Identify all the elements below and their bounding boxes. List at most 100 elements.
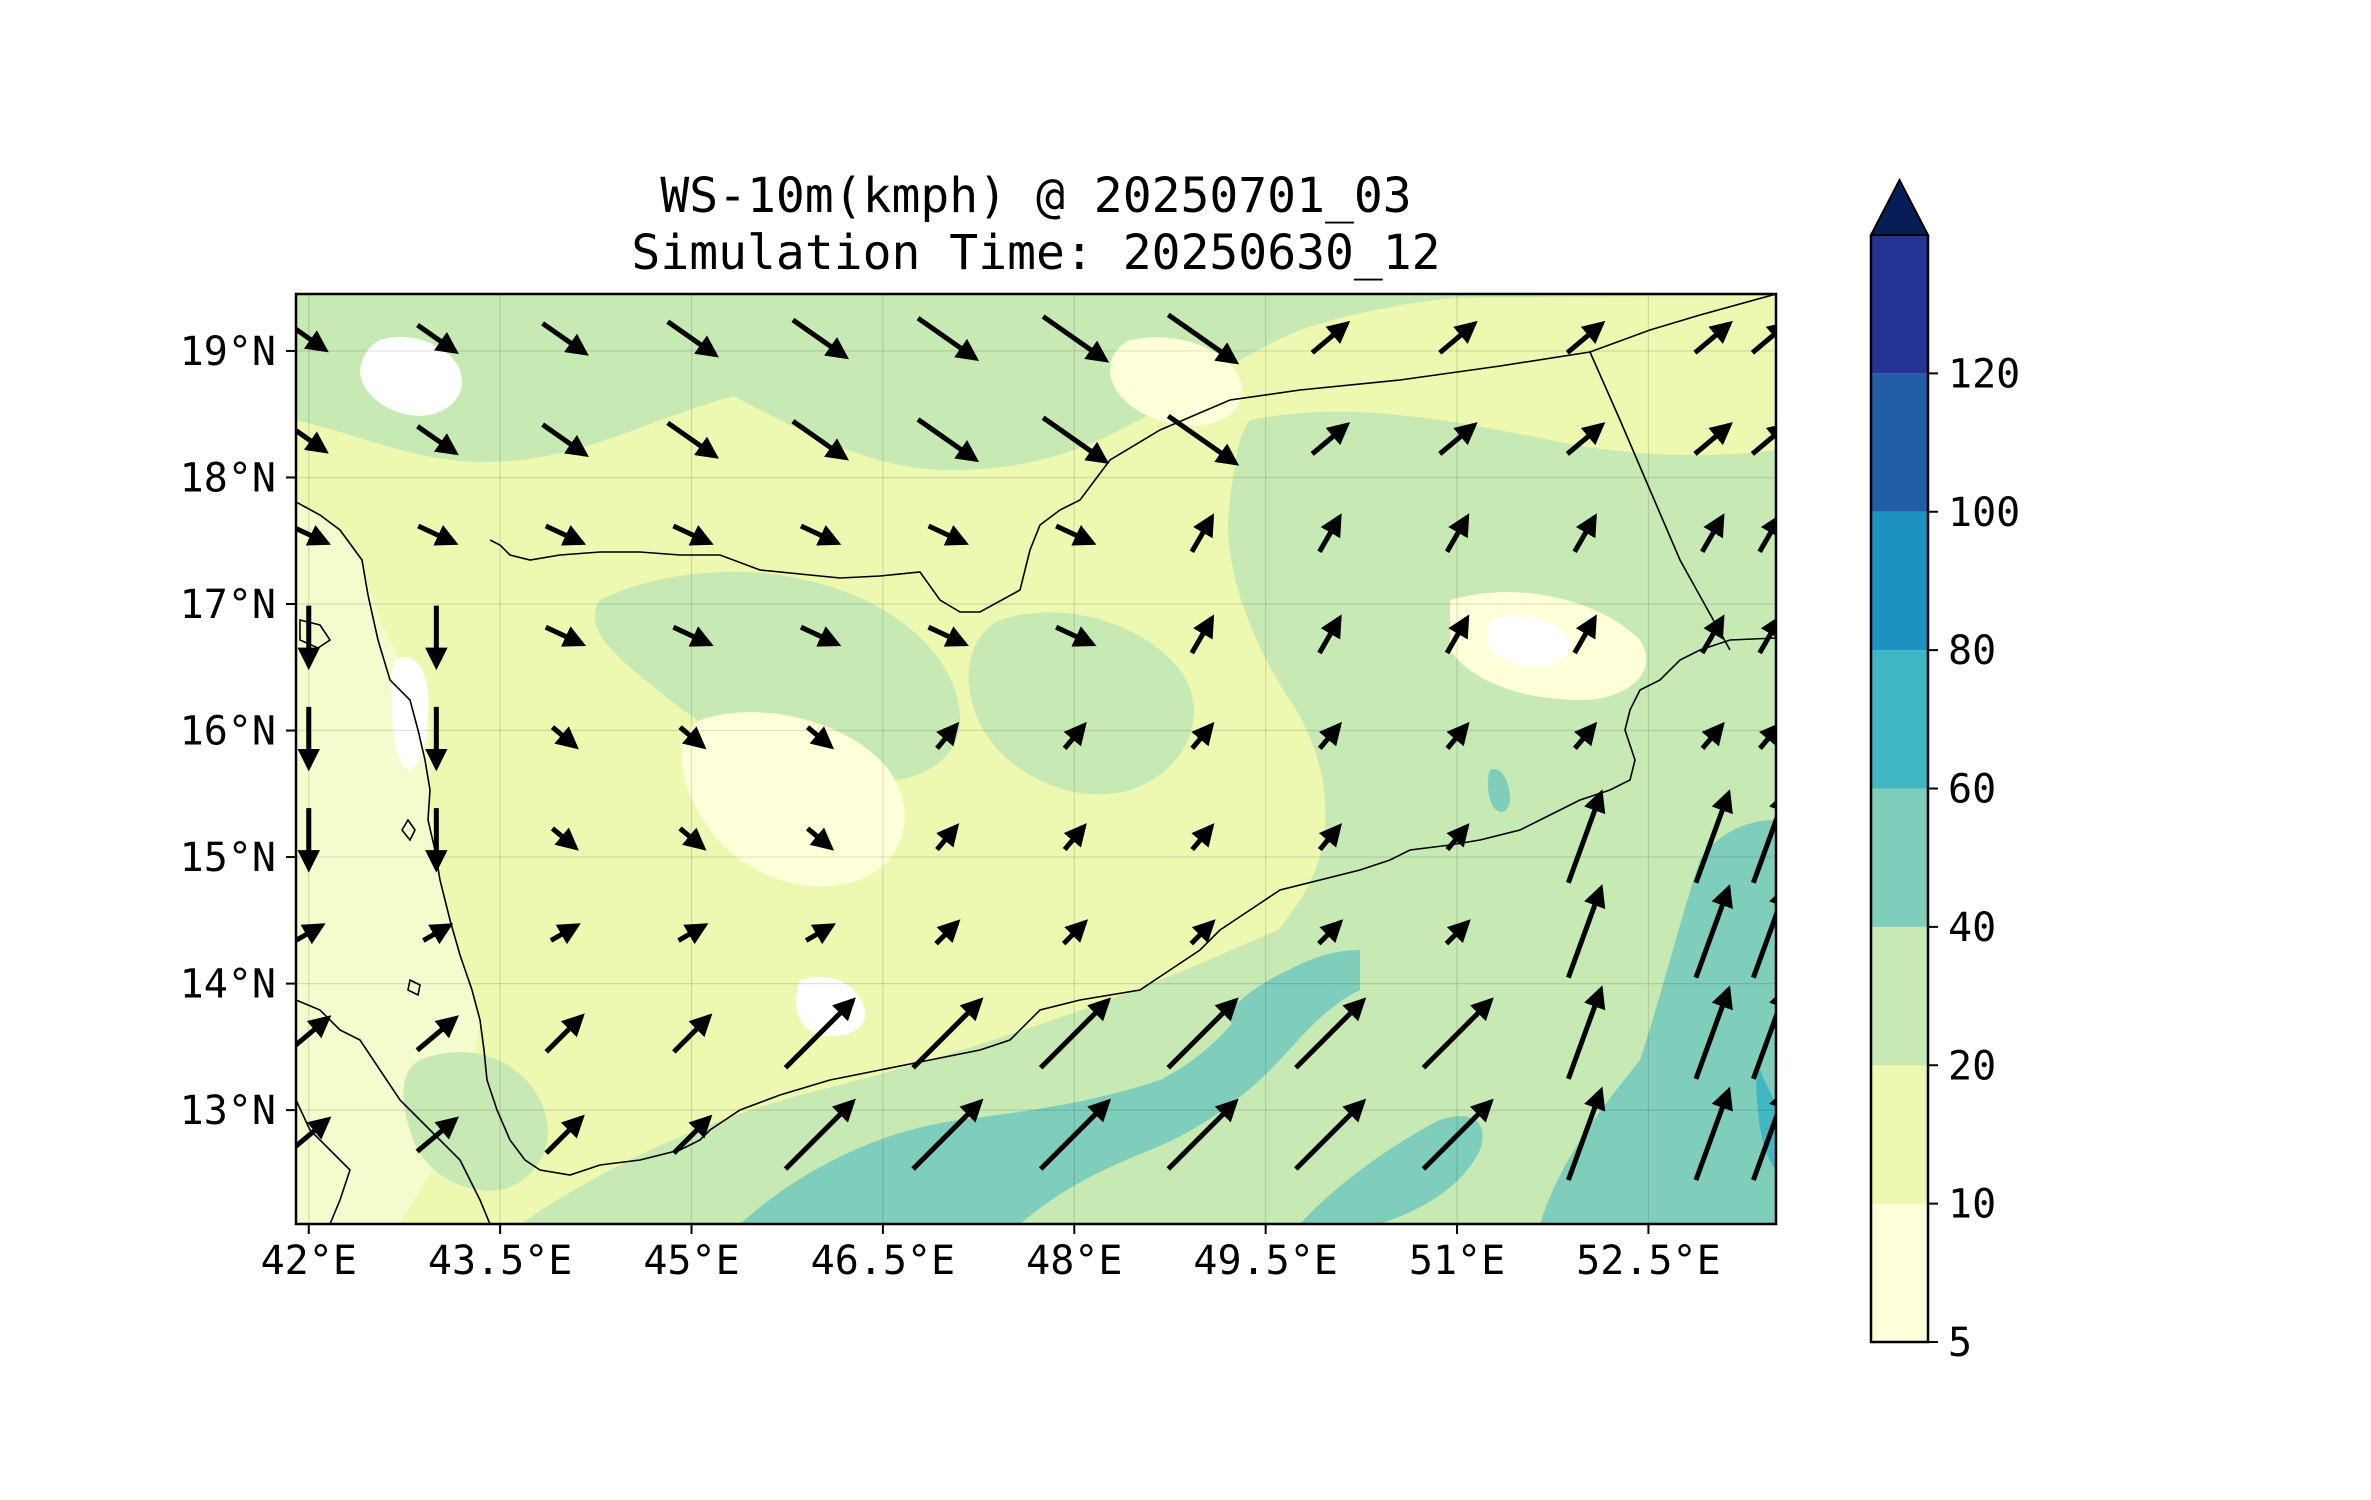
wind-arrow xyxy=(1055,523,1097,546)
wind-arrow xyxy=(1445,721,1470,750)
wind-arrow xyxy=(1294,1098,1367,1171)
colorbar-segment xyxy=(1871,235,1928,374)
wind-arrow xyxy=(1166,413,1240,466)
colorbar-label: 60 xyxy=(1948,767,1996,813)
wind-arrow xyxy=(1317,919,1344,946)
colorbar-segment xyxy=(1871,1065,1928,1204)
central-mid-patch-2 xyxy=(968,612,1194,795)
wind-vectors xyxy=(296,312,1776,1181)
wind-arrow xyxy=(1317,823,1342,852)
wind-arrow xyxy=(1062,823,1087,852)
wind-arrow xyxy=(1317,721,1342,750)
wind-arrow xyxy=(1751,1086,1776,1181)
wind-arrow xyxy=(550,725,579,750)
wind-arrow xyxy=(927,624,969,647)
wind-arrow xyxy=(1566,884,1606,979)
colorbar-segment xyxy=(1871,511,1928,651)
y-tick-label: 15°N xyxy=(180,835,276,881)
wind-arrow xyxy=(916,316,980,361)
saudi-border xyxy=(489,294,1776,613)
wind-arrow xyxy=(804,923,836,945)
colorbar-label: 40 xyxy=(1948,905,1996,951)
wind-arrow xyxy=(911,1098,984,1171)
colorbar-segment xyxy=(1871,373,1928,512)
offshore-high-band xyxy=(740,950,1360,1224)
wind-arrow xyxy=(672,523,714,546)
wind-arrow xyxy=(927,523,969,546)
offshore-high-lobe-2 xyxy=(1300,1116,1483,1224)
wind-arrow xyxy=(1166,997,1239,1070)
wind-arrow xyxy=(1700,721,1725,750)
wind-arrow xyxy=(806,826,835,851)
wind-arrow xyxy=(544,1114,585,1155)
south-coast-mid xyxy=(520,880,1500,1224)
wind-arrow xyxy=(1758,721,1776,750)
wind-arrow xyxy=(678,725,707,750)
wind-arrow xyxy=(916,417,980,463)
wind-arrow xyxy=(415,1116,459,1154)
wind-arrow xyxy=(799,523,842,546)
y-axis: 19°N 18°N 17°N 16°N 15°N 14°N 13°N xyxy=(180,329,296,1134)
colorbar-label: 80 xyxy=(1948,628,1996,674)
wind-arrow xyxy=(1566,985,1606,1080)
wind-arrow xyxy=(541,321,589,356)
wind-arrow xyxy=(1572,614,1597,655)
wind-arrow xyxy=(1438,422,1478,456)
wind-arrow xyxy=(1038,997,1112,1070)
wind-arrow xyxy=(1700,513,1725,553)
wind-arrow xyxy=(1055,624,1097,647)
wind-arrow xyxy=(1189,614,1215,655)
wind-arrow xyxy=(1061,919,1089,946)
wind-arrow xyxy=(935,721,960,750)
wind-arrow xyxy=(1166,312,1240,365)
gridlines xyxy=(296,294,1776,1224)
wind-arrow xyxy=(1166,1098,1239,1171)
wind-arrow xyxy=(1750,320,1776,355)
wind-arrow xyxy=(911,997,984,1070)
wind-arrow xyxy=(791,317,850,360)
wind-arrow xyxy=(296,923,326,945)
west-coast-africa xyxy=(296,999,491,1224)
colorbar-label: 20 xyxy=(1948,1043,1996,1089)
calm-patch-coast xyxy=(391,656,429,771)
sw-mid-patch xyxy=(403,1052,548,1191)
x-tick-label: 45°E xyxy=(643,1238,739,1284)
wind-arrow xyxy=(666,319,719,358)
y-tick-label: 14°N xyxy=(180,962,276,1008)
figure-title-line1: WS-10m(kmph) @ 20250701_03 xyxy=(660,168,1412,224)
colorbar-label: 100 xyxy=(1948,490,2020,536)
small-high-inland xyxy=(1487,769,1510,812)
central-mid-patch xyxy=(594,571,960,783)
wind-arrow xyxy=(296,1116,332,1150)
wind-arrow xyxy=(1565,320,1606,355)
colorbar-label: 120 xyxy=(1948,351,2020,397)
wind-arrow xyxy=(1317,614,1342,655)
wind-arrow xyxy=(544,624,587,647)
calm-patch-center xyxy=(796,976,866,1037)
wind-arrow xyxy=(416,424,459,456)
eritrea-islands xyxy=(299,618,421,997)
wind-arrow xyxy=(1757,614,1776,655)
wind-arrow xyxy=(1421,997,1494,1070)
red-sea-field xyxy=(296,500,480,1224)
plot-frame xyxy=(294,292,1778,1226)
wind-arrow xyxy=(1310,320,1351,355)
wind-arrow xyxy=(296,427,329,454)
wind-arrow xyxy=(1317,513,1342,553)
wind-arrow xyxy=(678,826,707,851)
wind-arrow xyxy=(672,624,714,647)
wind-arrow xyxy=(672,1013,713,1054)
colorbar-segment xyxy=(1871,650,1928,789)
wind-arrow xyxy=(783,1098,856,1171)
wind-arrow xyxy=(417,523,459,546)
wind-arrow xyxy=(666,420,719,459)
wind-arrow xyxy=(1438,320,1478,355)
wind-arrow xyxy=(415,1015,459,1053)
wind-arrow xyxy=(1750,422,1776,456)
wind-arrow xyxy=(1189,513,1215,553)
wind-arrow xyxy=(1294,997,1367,1070)
wind-arrow xyxy=(1751,884,1776,979)
wind-arrow xyxy=(934,919,961,946)
wind-arrow xyxy=(1190,721,1215,750)
